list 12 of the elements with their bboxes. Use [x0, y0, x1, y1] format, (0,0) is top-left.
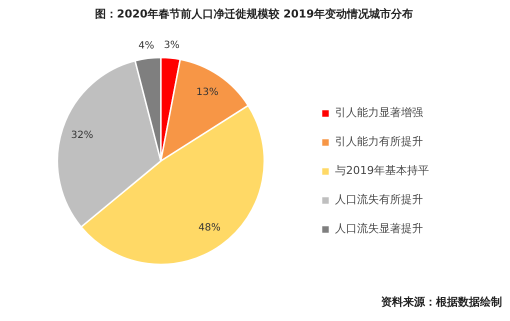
chart-title: 图：2020年春节前人口净迁徙规模较 2019年变动情况城市分布 [94, 7, 413, 20]
legend-label: 人口流失有所提升 [335, 192, 423, 207]
legend-label: 引人能力有所提升 [335, 134, 423, 149]
legend-label: 人口流失显著提升 [335, 221, 423, 236]
data-label: 48% [198, 222, 221, 234]
data-label: 4% [138, 40, 154, 52]
data-label: 13% [196, 86, 218, 98]
legend-label: 引人能力显著增强 [335, 105, 423, 120]
data-label: 32% [71, 130, 94, 141]
text: 资料来源：根据数据绘制 [381, 295, 502, 308]
legend-label: 与2019年基本持平 [335, 163, 429, 178]
data-label: 3% [164, 40, 180, 52]
